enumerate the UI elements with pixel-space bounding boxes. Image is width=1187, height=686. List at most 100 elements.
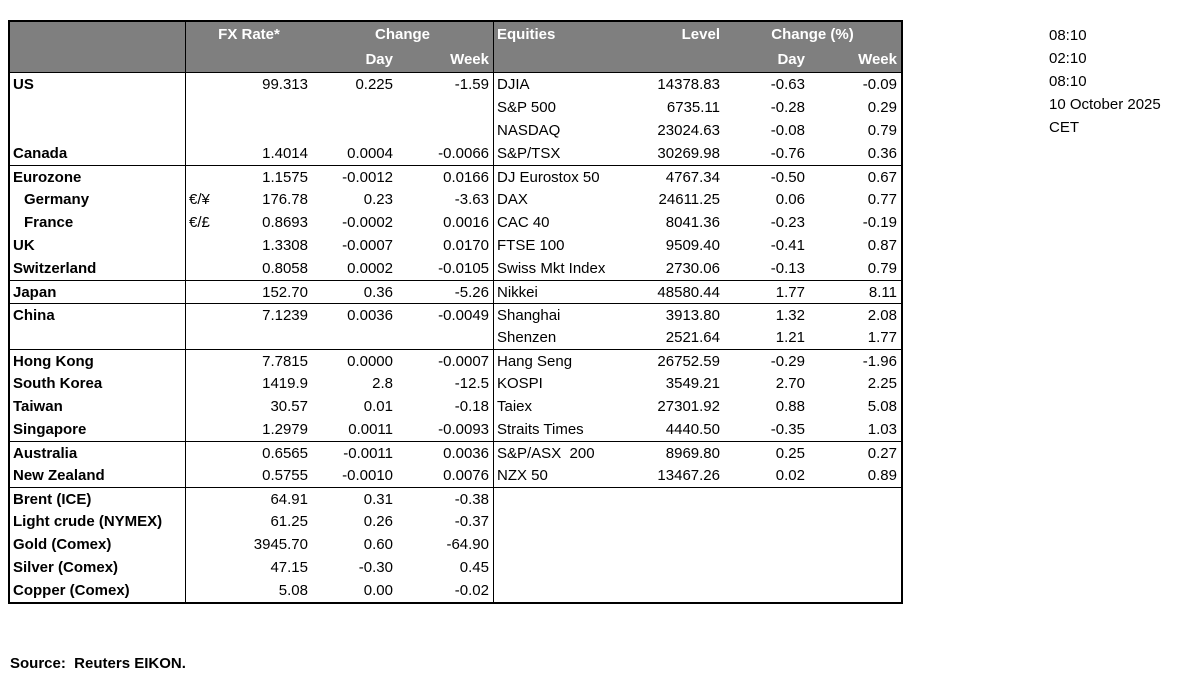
fx-row-label: UK xyxy=(10,234,186,257)
fx-pair-label xyxy=(186,119,228,142)
equity-name xyxy=(494,510,640,533)
fx-rate-value: 7.1239 xyxy=(262,307,308,324)
fx-row-label: US xyxy=(10,73,186,96)
equity-level: 23024.63 xyxy=(657,122,720,139)
fx-row-label: Australia xyxy=(10,442,186,464)
table-row: Eurozone 1.1575 -0.0012 0.0166 DJ Eurost… xyxy=(10,165,901,188)
fx-rate-value: 0.8058 xyxy=(262,260,308,277)
equity-week-change: 0.67 xyxy=(867,169,897,186)
equity-week-change: 1.77 xyxy=(867,329,897,346)
fx-row-label: Singapore xyxy=(10,418,186,441)
corner-header-cell xyxy=(10,22,186,47)
equity-day-change: 0.25 xyxy=(775,445,805,462)
equity-name: KOSPI xyxy=(497,375,543,392)
equity-level: 2730.06 xyxy=(665,260,720,277)
table-row: Singapore 1.2979 0.0011 -0.0093 Straits … xyxy=(10,418,901,441)
equity-week-change xyxy=(809,510,901,533)
equity-week-change: 0.79 xyxy=(867,260,897,277)
source-line: Source: Reuters EIKON. xyxy=(10,655,186,672)
fx-pair-label xyxy=(186,234,228,257)
table-row: S&P 500 6735.11 -0.28 0.29 xyxy=(10,96,901,119)
fx-day-change xyxy=(312,326,397,349)
fx-row-label: Copper (Comex) xyxy=(10,579,186,602)
equity-level: 48580.44 xyxy=(657,284,720,301)
fx-day-change: 0.01 xyxy=(363,398,393,415)
equity-day-change: 0.02 xyxy=(775,467,805,484)
equity-day-change: -0.76 xyxy=(770,145,805,162)
fx-week-change: 0.0016 xyxy=(397,211,494,234)
fx-week-change xyxy=(397,119,494,142)
market-data-table: FX Rate* Change Equities Level Change (%… xyxy=(8,20,903,604)
fx-pair-label xyxy=(186,73,228,96)
equity-name: DJ Eurostox 50 xyxy=(497,169,600,186)
fx-rate-value: 5.08 xyxy=(278,582,308,599)
fx-rate-value: 0.6565 xyxy=(262,445,308,462)
table-row: Canada 1.4014 0.0004 -0.0066 S&P/TSX 302… xyxy=(10,142,901,165)
fx-week-change: -0.0093 xyxy=(397,418,494,441)
equity-name: Swiss Mkt Index xyxy=(497,260,606,277)
fx-pair-label xyxy=(186,350,228,372)
equity-day-change: 2.70 xyxy=(775,375,805,392)
equity-week-change: 0.89 xyxy=(867,467,897,484)
table-row: UK 1.3308 -0.0007 0.0170 FTSE 100 9509.4… xyxy=(10,234,901,257)
fx-week-change: -12.5 xyxy=(397,372,494,395)
fx-day-change: -0.30 xyxy=(358,559,393,576)
equity-name: CAC 40 xyxy=(497,214,550,231)
fx-pair-label xyxy=(186,395,228,418)
table-row: Brent (ICE) 64.91 0.31 -0.38 xyxy=(10,487,901,510)
equities-change-pct-header: Change (%) xyxy=(771,26,854,43)
equity-day-change: -0.28 xyxy=(770,99,805,116)
table-row: Japan 152.70 0.36 -5.26 Nikkei 48580.44 … xyxy=(10,280,901,303)
fx-rate-value: 47.15 xyxy=(270,559,308,576)
equity-level: 30269.98 xyxy=(657,145,720,162)
equity-level xyxy=(640,510,724,533)
fx-pair-label xyxy=(186,442,228,464)
fx-pair-label xyxy=(186,372,228,395)
equities-header: Equities xyxy=(497,26,556,43)
fx-rate-value: 30.57 xyxy=(270,398,308,415)
fx-day-change xyxy=(312,96,397,119)
fx-day-change: -0.0010 xyxy=(342,467,393,484)
equity-week-change: 8.11 xyxy=(868,284,897,301)
timezone-label: CET xyxy=(1049,119,1079,136)
fx-row-label: Taiwan xyxy=(10,395,186,418)
fx-row-label: Silver (Comex) xyxy=(10,556,186,579)
table-row: NASDAQ 23024.63 -0.08 0.79 xyxy=(10,119,901,142)
equity-week-change xyxy=(809,579,901,602)
equity-level: 14378.83 xyxy=(657,76,720,93)
update-time-2: 02:10 xyxy=(1049,50,1087,67)
fx-week-change: -0.0066 xyxy=(397,142,494,165)
equity-level: 27301.92 xyxy=(657,398,720,415)
fx-rate-value: 176.78 xyxy=(262,191,308,208)
equity-day-change: 1.32 xyxy=(775,307,805,324)
table-row: Silver (Comex) 47.15 -0.30 0.45 xyxy=(10,556,901,579)
header-row-1: FX Rate* Change Equities Level Change (%… xyxy=(10,22,901,47)
fx-week-change: -64.90 xyxy=(397,533,494,556)
equity-name: FTSE 100 xyxy=(497,237,565,254)
equity-name: DAX xyxy=(497,191,528,208)
fx-row-label: Brent (ICE) xyxy=(10,488,186,510)
equity-name: S&P/ASX 200 xyxy=(497,445,595,462)
equity-level: 4440.50 xyxy=(665,421,720,438)
equity-week-change: -0.09 xyxy=(862,76,897,93)
fx-rate-value: 0.8693 xyxy=(262,214,308,231)
fx-week-change xyxy=(397,96,494,119)
equity-week-change: 1.03 xyxy=(867,421,897,438)
fx-week-change: -1.59 xyxy=(397,73,494,96)
fx-rate-value: 1.1575 xyxy=(262,169,308,186)
fx-pair-label: €/¥ xyxy=(189,191,210,208)
fx-pair-label xyxy=(186,257,228,280)
fx-row-label: Eurozone xyxy=(10,166,186,188)
equity-level: 24611.25 xyxy=(658,191,720,208)
fx-week-change: -0.0105 xyxy=(397,257,494,280)
equity-day-change xyxy=(724,488,809,510)
table-row: New Zealand 0.5755 -0.0010 0.0076 NZX 50… xyxy=(10,464,901,487)
equities-week-header: Week xyxy=(858,51,897,68)
update-time-3: 08:10 xyxy=(1049,73,1087,90)
fx-row-label: Germany xyxy=(10,188,186,211)
equity-level xyxy=(640,579,724,602)
fx-day-change: -0.0002 xyxy=(342,214,393,231)
fx-day-change: 0.0002 xyxy=(347,260,393,277)
equity-day-change: -0.63 xyxy=(770,76,805,93)
fx-rate-value: 99.313 xyxy=(262,76,308,93)
